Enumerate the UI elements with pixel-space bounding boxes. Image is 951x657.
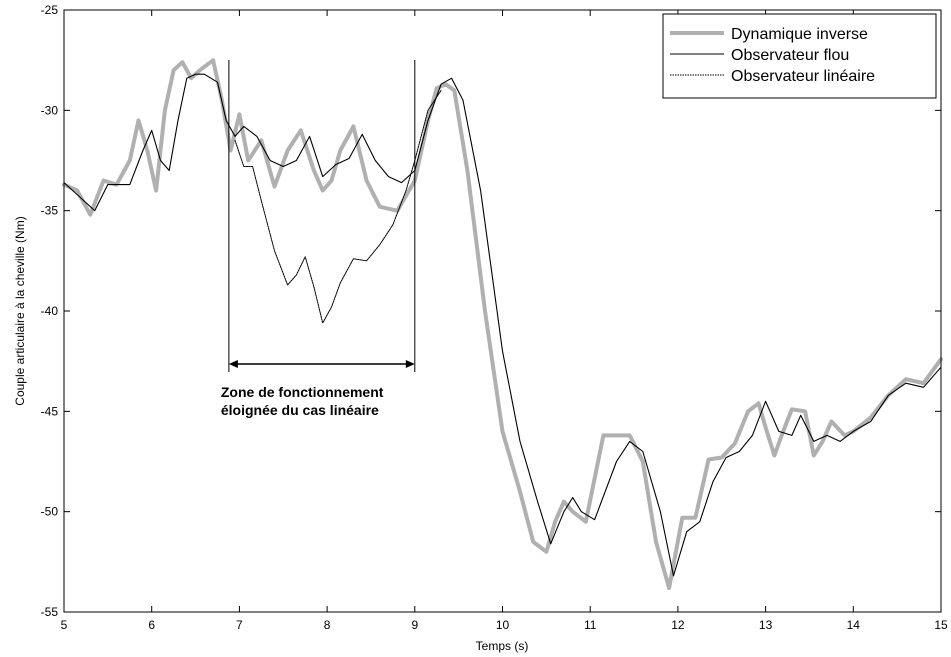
series-line-2	[63, 73, 942, 577]
series-line-3	[234, 89, 442, 324]
x-tick-label: 7	[236, 618, 243, 632]
x-tick-label: 5	[61, 618, 68, 632]
x-tick-label: 8	[324, 618, 331, 632]
y-tick-label: -50	[41, 505, 59, 519]
annotation: Zone de fonctionnement éloignée du cas li…	[221, 60, 416, 418]
legend-label-3: Observateur linéaire	[731, 68, 875, 85]
plot-area	[62, 58, 943, 590]
x-tick-label: 9	[411, 618, 418, 632]
x-tick-label: 6	[148, 618, 155, 632]
zone-arrow-head-right	[405, 360, 415, 368]
legend-box	[662, 13, 937, 99]
legend-label-2: Observateur flou	[731, 47, 849, 64]
y-tick-label: -35	[41, 204, 59, 218]
x-tick-label: 12	[671, 618, 685, 632]
annotation-line-1: Zone de fonctionnement	[221, 384, 384, 400]
annotation-line-2: éloignée du cas linéaire	[221, 402, 379, 418]
x-axis-label: Temps (s)	[476, 639, 529, 653]
y-axis-label: Couple articulaire à la cheville (Nm)	[13, 216, 27, 405]
zone-arrow-head-left	[228, 360, 238, 368]
y-tick-label: -55	[41, 605, 59, 619]
series-line-1	[62, 58, 943, 590]
y-tick-label: -30	[41, 103, 59, 117]
x-tick-label: 10	[496, 618, 510, 632]
y-tick-label: -40	[41, 304, 59, 318]
y-tick-label: -45	[41, 404, 59, 418]
y-tick-label: -25	[41, 3, 59, 17]
x-tick-label: 11	[584, 618, 597, 632]
legend-label-1: Dynamique inverse	[731, 26, 868, 43]
x-tick-label: 15	[934, 618, 948, 632]
x-tick-label: 14	[847, 618, 861, 632]
x-tick-label: 13	[759, 618, 773, 632]
legend: Dynamique inverse Observateur flou Observa…	[662, 13, 937, 99]
axis-ticks: 5 6 7 8 9 10 11 12 13 14 15 -25 -30 -35 -40 -45 -50 -55	[41, 3, 948, 632]
